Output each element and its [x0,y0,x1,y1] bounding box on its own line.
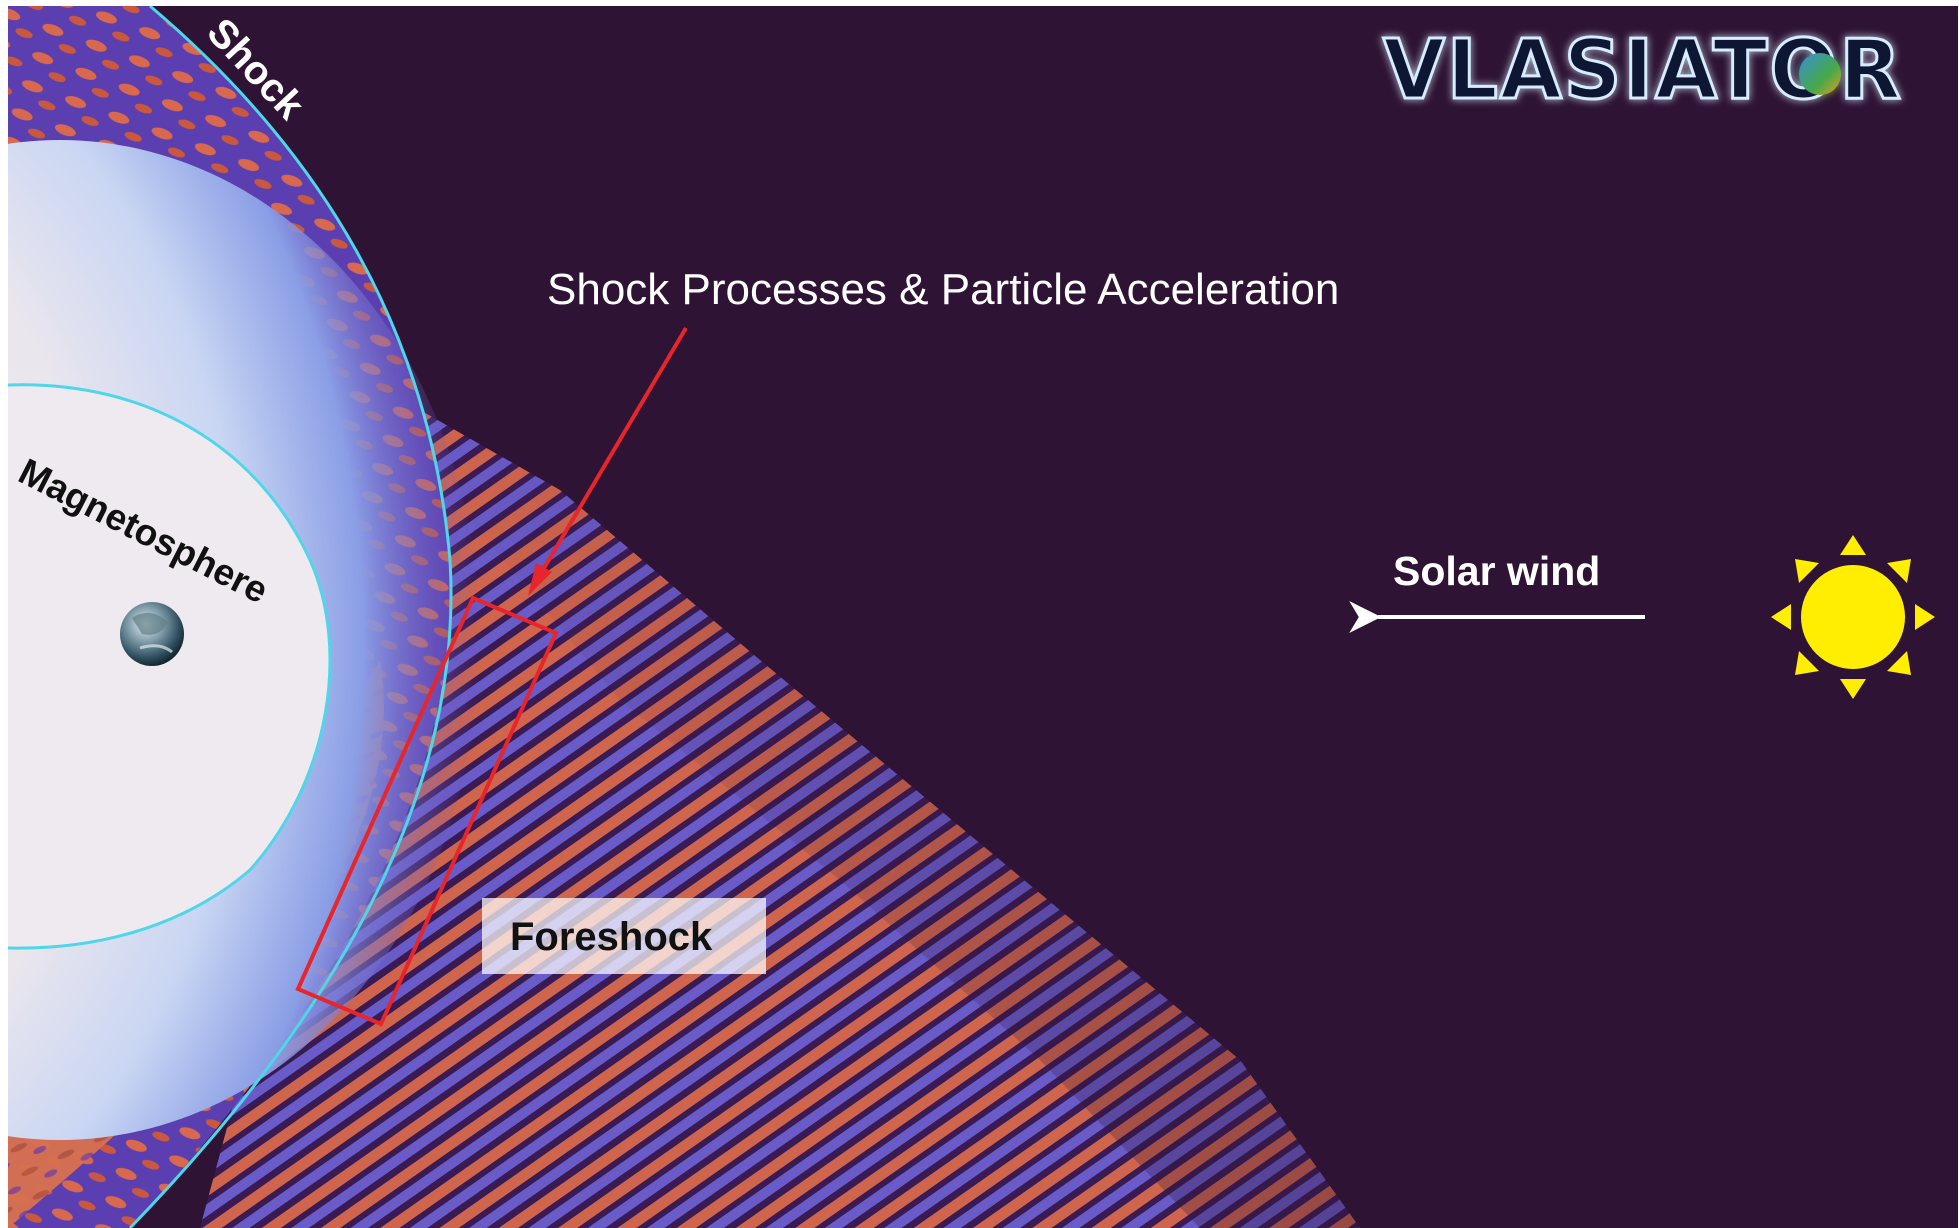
callout-arrow-icon [528,326,688,596]
vlasiator-logo: VLASIATOR [1382,22,1903,120]
shock-processes-highlight-box [295,595,559,1027]
logo-text: VLASIATOR [1383,23,1903,118]
earth-icon [120,602,184,666]
solar-wind-label: Solar wind [1393,548,1600,594]
magnetopause-line [8,383,332,950]
foreshock-label-background [482,898,766,974]
globe-icon [1799,53,1841,95]
foreshock-label: Foreshock [510,915,713,959]
callout-label: Shock Processes & Particle Acceleration [547,265,1339,314]
bow-shock-line [128,6,453,1228]
sun-icon [1771,535,1935,699]
magnetosphere-region [8,384,330,949]
